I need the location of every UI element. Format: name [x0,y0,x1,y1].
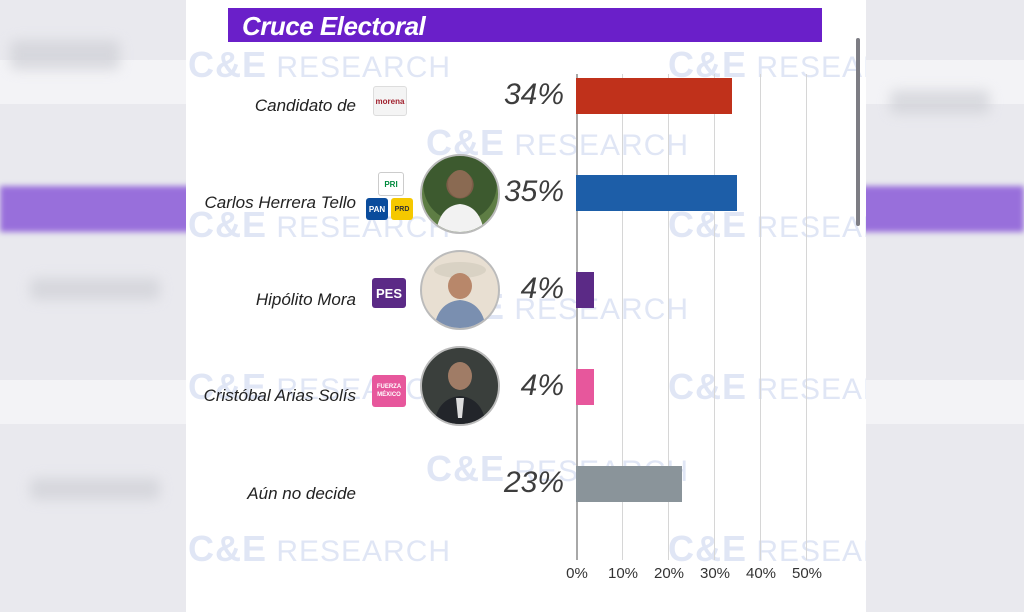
x-tick-label: 10% [607,565,639,582]
prd-logo: PRD [391,198,413,220]
pan-logo: PAN [366,198,388,220]
watermark: C&E RESEARCH [188,528,452,569]
value-label: 4% [520,369,564,402]
gridline [714,74,715,560]
value-label: 34% [503,78,564,111]
bar [576,369,595,405]
bar [576,175,737,211]
candidate-photo [420,250,500,330]
watermark: C&E RESEARCH [188,44,452,85]
pes-logo: PES [372,278,406,308]
candidate-photo [420,154,500,234]
watermark: C&E RESEARCH [668,366,866,407]
watermark: C&E RESEARCH [188,204,452,245]
gridline [622,74,623,560]
background-smudge [10,40,120,70]
scrollbar[interactable] [856,38,860,226]
category-label: Carlos Herrera Tello [204,193,356,212]
bar [576,272,595,308]
x-tick-label: 0% [566,565,588,582]
x-tick-label: 50% [791,565,823,582]
morena-logo: morena [373,86,407,116]
watermark: C&E RESEARCH [668,528,866,569]
value-label: 23% [503,466,564,499]
background-smudge [890,90,990,114]
pri-logo: PRI [378,172,404,196]
person-silhouette-icon [434,362,486,424]
fuerza-mexico-logo: FUERZA MÉXICO [372,375,406,407]
gridline [760,74,761,560]
chart-card: C&E RESEARCH C&E RESEARCH C&E RESEARCH C… [186,0,866,612]
x-tick-label: 40% [745,565,777,582]
gridline [668,74,669,560]
category-label: Cristóbal Arias Solís [203,386,356,405]
bar [576,466,682,502]
category-label: Candidato de [254,96,356,115]
value-label: 4% [520,272,564,305]
chart-title: Cruce Electoral [242,11,426,41]
value-label: 35% [503,175,564,208]
category-label: Aún no decide [247,484,356,503]
gridline [806,74,807,560]
person-silhouette-icon [436,170,484,232]
category-label: Hipólito Mora [255,290,356,309]
x-tick-label: 30% [699,565,731,582]
title-bar: Cruce Electoral [228,8,822,42]
watermark: C&E RESEARCH [426,122,690,163]
background-smudge [30,478,160,500]
person-silhouette-icon [434,262,486,328]
bar [576,78,733,114]
x-tick-label: 20% [653,565,685,582]
candidate-photo [420,346,500,426]
y-axis-line [576,74,578,560]
background-smudge [30,278,160,300]
